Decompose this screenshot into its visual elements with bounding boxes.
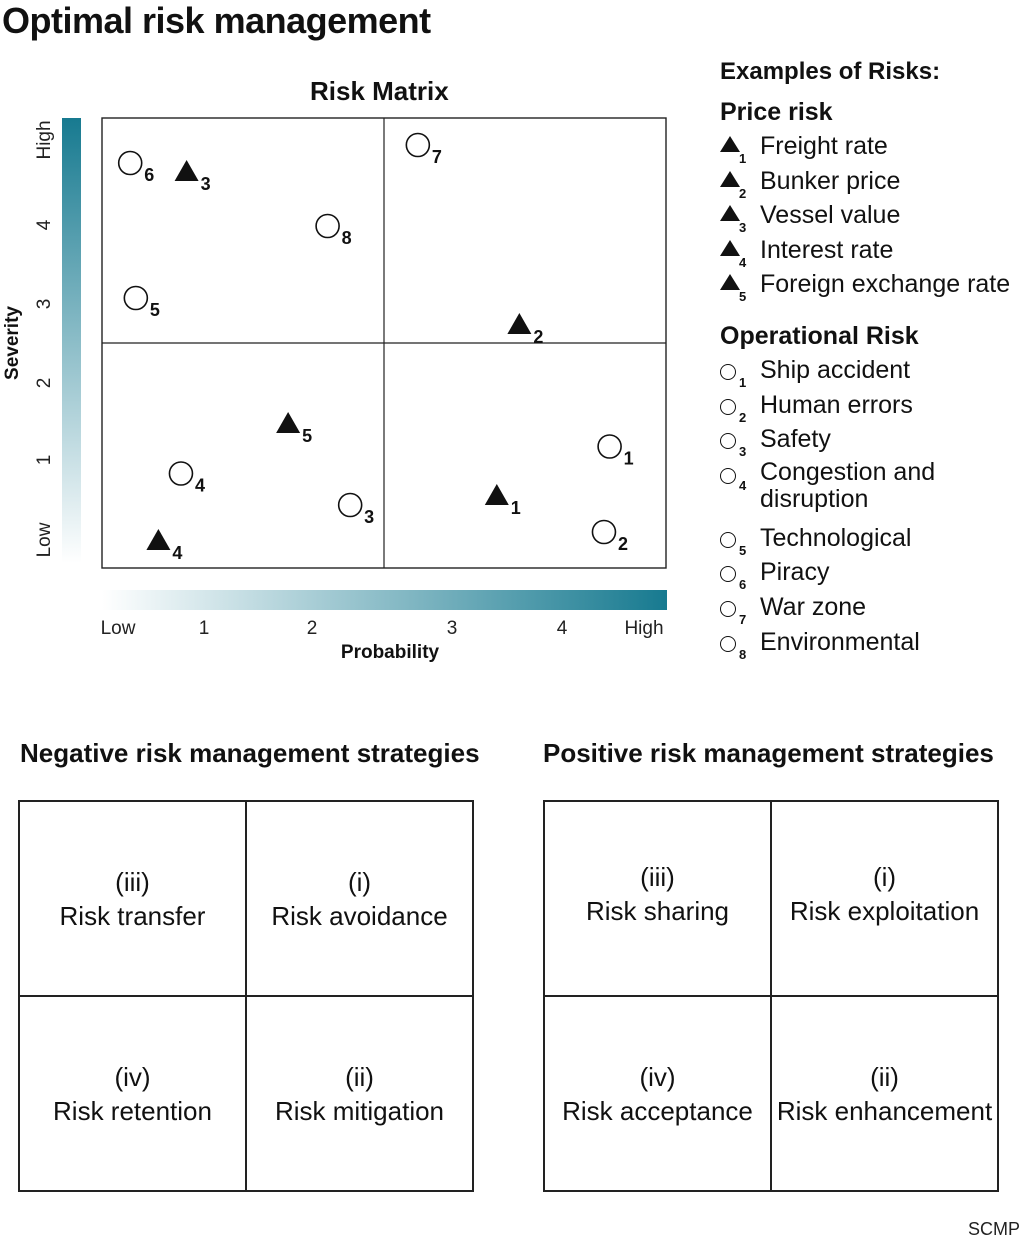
operational-risk-marker	[123, 285, 149, 311]
triangle-icon: 3	[720, 200, 760, 235]
price-risk-marker	[507, 313, 532, 334]
data-label: 5	[150, 300, 160, 320]
circle-icon: 7	[720, 592, 760, 627]
y-axis-label: Severity	[2, 306, 23, 380]
circle-icon: 2	[720, 390, 760, 425]
legend-operational-title: Operational Risk	[720, 321, 919, 350]
price-risk-marker	[276, 412, 301, 433]
triangle-icon: 2	[720, 166, 760, 201]
operational-risk-marker	[337, 492, 363, 518]
legend-item: 3 Vessel value	[720, 200, 1020, 235]
strategy-cell: (iii) Risk transfer	[19, 801, 246, 996]
legend-item: 5 Foreign exchange rate	[720, 269, 1020, 304]
legend-item: 5 Technological	[720, 523, 1020, 558]
y-tick-label: 2	[34, 378, 55, 389]
x-tick-label: Low	[101, 618, 136, 639]
strategy-cell: (i) Risk avoidance	[246, 801, 473, 996]
data-label: 1	[511, 498, 521, 518]
risk-matrix-chart: Low 1 2 3 4 High Low 1 2 3 4 High Probability Severit…	[2, 117, 667, 663]
operational-risk-marker	[117, 150, 143, 176]
strategy-cell: (iv) Risk retention	[19, 996, 246, 1191]
x-axis-label: Probability	[341, 642, 440, 663]
data-label: 7	[432, 147, 442, 167]
legend-item: 4 Congestion and disruption	[720, 458, 1020, 523]
x-tick-label: 3	[447, 618, 458, 639]
circle-icon: 5	[720, 523, 760, 558]
strategy-cell: (iii) Risk sharing	[544, 801, 771, 996]
triangle-icon: 1	[720, 131, 760, 166]
data-label: 3	[201, 174, 211, 194]
data-label: 1	[624, 449, 634, 469]
source-credit: SCMP	[967, 1219, 1020, 1239]
price-risk-marker	[484, 484, 509, 505]
data-label: 6	[144, 165, 154, 185]
severity-gradient-bar	[62, 118, 81, 563]
strategy-cell: (i) Risk exploitation	[771, 801, 998, 996]
legend-item: 7 War zone	[720, 592, 1020, 627]
price-risk-list: 1 Freight rate 2 Bunker price 3 Vessel valu…	[720, 131, 1020, 304]
circle-icon: 1	[720, 355, 760, 390]
risk-legend: Examples of Risks: Price risk 1 Freight r…	[720, 58, 1020, 662]
legend-item: 2 Human errors	[720, 390, 1020, 425]
legend-item: 6 Piracy	[720, 557, 1020, 592]
circle-icon: 8	[720, 627, 760, 662]
legend-item: 1 Ship accident	[720, 355, 1020, 390]
y-tick-label: 1	[34, 455, 55, 466]
operational-risk-marker	[315, 213, 340, 239]
data-label: 3	[364, 507, 374, 527]
legend-heading: Examples of Risks:	[720, 58, 941, 85]
price-risk-marker	[146, 529, 171, 550]
positive-strategies-title: Positive risk management strategies	[543, 738, 994, 768]
strategy-cell: (iv) Risk acceptance	[544, 996, 771, 1191]
page-title: Optimal risk management	[2, 0, 431, 41]
legend-item: 8 Environmental	[720, 627, 1020, 662]
legend-item: 3 Safety	[720, 424, 1020, 459]
triangle-icon: 5	[720, 269, 760, 304]
data-label: 8	[342, 228, 352, 248]
negative-strategies-grid: (iii) Risk transfer (i) Risk avoidance (iv…	[18, 800, 474, 1192]
triangle-icon: 4	[720, 235, 760, 270]
negative-strategies-title: Negative risk management strategies	[20, 738, 480, 768]
circle-icon: 6	[720, 557, 760, 592]
legend-price-title: Price risk	[720, 98, 833, 126]
circle-icon: 4	[720, 459, 760, 493]
positive-strategies-grid: (iii) Risk sharing (i) Risk exploitation (…	[543, 800, 999, 1192]
x-tick-label: 4	[557, 618, 568, 639]
price-risk-marker	[174, 160, 199, 181]
strategy-cell: (ii) Risk enhancement	[771, 996, 998, 1191]
operational-risk-marker	[405, 132, 431, 158]
legend-item: 2 Bunker price	[720, 166, 1020, 201]
y-tick-label: 3	[34, 299, 55, 310]
data-label: 4	[195, 476, 205, 496]
y-tick-label: High	[34, 120, 55, 159]
x-tick-label: 1	[199, 618, 210, 639]
strategy-cell: (ii) Risk mitigation	[246, 996, 473, 1191]
operational-risk-marker	[591, 519, 617, 545]
data-label: 4	[172, 543, 182, 563]
data-label: 5	[302, 426, 312, 446]
circle-icon: 3	[720, 424, 760, 459]
y-tick-label: 4	[34, 219, 55, 230]
y-tick-label: Low	[34, 522, 55, 557]
chart-title: Risk Matrix	[310, 76, 449, 106]
operational-risk-list: 1 Ship accident 2 Human errors 3 Safety 4 Co…	[720, 355, 1020, 662]
x-tick-label: 2	[307, 618, 318, 639]
data-label: 2	[618, 534, 628, 554]
data-label: 2	[533, 327, 543, 347]
legend-item: 4 Interest rate	[720, 235, 1020, 270]
operational-risk-marker	[168, 461, 194, 486]
legend-item: 1 Freight rate	[720, 131, 1020, 166]
operational-risk-marker	[597, 434, 622, 459]
x-tick-label: High	[624, 618, 663, 639]
probability-gradient-bar	[102, 590, 667, 610]
